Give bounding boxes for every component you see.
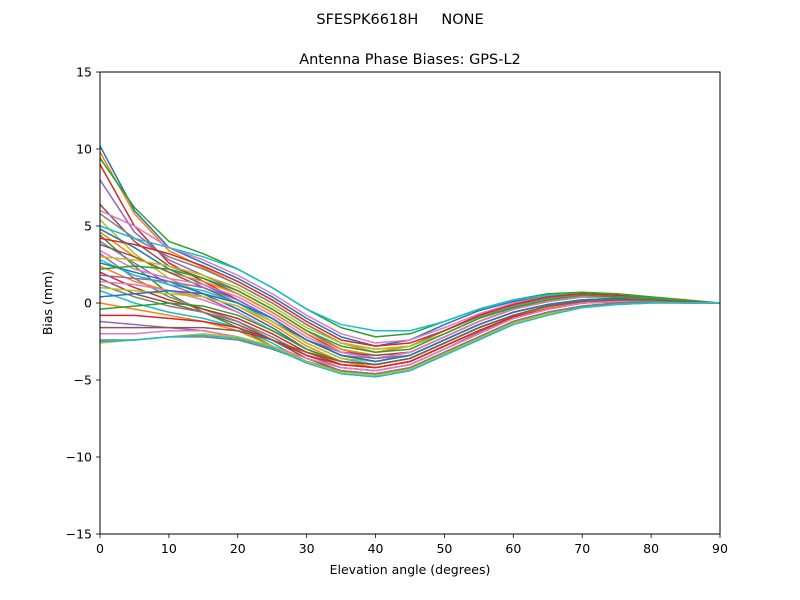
x-tick-label: 60 <box>505 541 521 556</box>
x-tick-label: 20 <box>230 541 246 556</box>
x-tick-label: 70 <box>574 541 590 556</box>
series-line-7 <box>99 209 721 344</box>
series-line-35 <box>99 300 720 375</box>
series-line-36 <box>100 299 721 366</box>
series-line-8 <box>99 213 721 350</box>
y-tick-label: −15 <box>66 527 92 542</box>
x-tick-label: 50 <box>436 541 452 556</box>
x-axis-label: Elevation angle (degrees) <box>330 562 491 577</box>
series-line-14 <box>99 237 721 347</box>
series-line-3 <box>99 157 721 338</box>
x-tick-label: 30 <box>299 541 315 556</box>
series-line-23 <box>99 265 721 354</box>
y-tick-label: 10 <box>76 142 92 157</box>
x-tick-label: 40 <box>368 541 384 556</box>
y-tick-label: −5 <box>74 373 92 388</box>
series-line-32 <box>99 300 720 375</box>
x-ticks: 0 10 20 30 40 50 60 70 80 90 <box>96 534 728 556</box>
x-tick-label: 0 <box>96 541 104 556</box>
series-line-40 <box>99 302 720 378</box>
series-line-31 <box>99 289 721 363</box>
y-ticks: −15 −10 −5 0 5 10 15 <box>66 65 100 542</box>
series-line-37 <box>100 300 720 372</box>
series-line-38 <box>100 300 720 375</box>
y-tick-label: 0 <box>84 296 92 311</box>
series-line-2 <box>99 151 721 354</box>
y-tick-label: 15 <box>76 65 92 80</box>
y-tick-label: −10 <box>66 450 92 465</box>
plot-lines <box>99 145 721 378</box>
x-tick-label: 10 <box>161 541 177 556</box>
x-tick-label: 90 <box>712 541 728 556</box>
x-tick-label: 80 <box>643 541 659 556</box>
chart-title: Antenna Phase Biases: GPS-L2 <box>299 52 521 68</box>
y-axis-label: Bias (mm) <box>40 271 55 335</box>
y-tick-label: 5 <box>84 219 92 234</box>
figure-title: SFESPK6618H NONE <box>316 12 483 28</box>
series-line-5 <box>99 179 721 360</box>
